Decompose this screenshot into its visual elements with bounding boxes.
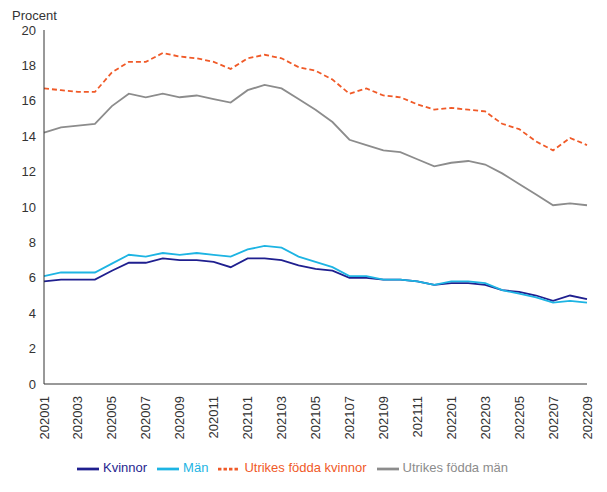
svg-text:202101: 202101 [240, 396, 255, 439]
svg-text:20: 20 [22, 23, 36, 38]
html-text:Män: Män [183, 460, 209, 476]
svg-text:202009: 202009 [172, 396, 187, 439]
svg-text:202011: 202011 [206, 396, 221, 438]
html-text:Utrikes födda män: Utrikes födda män [402, 460, 508, 476]
svg-text:202111: 202111 [410, 396, 425, 437]
svg-text:202201: 202201 [444, 396, 459, 439]
svg-text:202109: 202109 [376, 396, 391, 439]
svg-text:202207: 202207 [546, 396, 561, 439]
html-text:Utrikes födda kvinnor: Utrikes födda kvinnor [244, 460, 367, 476]
svg-text:0: 0 [29, 377, 36, 392]
svg-text:202001: 202001 [37, 396, 52, 439]
html-text:Kvinnor: Kvinnor [103, 460, 148, 476]
svg-text:18: 18 [22, 58, 36, 73]
svg-text:8: 8 [29, 235, 36, 250]
svg-text:202209: 202209 [580, 396, 595, 439]
svg-text:10: 10 [22, 200, 36, 215]
svg-text:16: 16 [22, 93, 36, 108]
svg-text:202107: 202107 [342, 396, 357, 439]
svg-text:202205: 202205 [512, 396, 527, 439]
svg-text:202003: 202003 [70, 396, 85, 439]
svg-text:202007: 202007 [138, 396, 153, 439]
svg-text:4: 4 [29, 306, 36, 321]
svg-text:14: 14 [22, 129, 36, 144]
svg-text:6: 6 [29, 270, 36, 285]
svg-text:12: 12 [22, 164, 36, 179]
svg-text:202005: 202005 [104, 396, 119, 439]
svg-text:202105: 202105 [308, 396, 323, 439]
svg-text:2: 2 [29, 341, 36, 356]
svg-text:202203: 202203 [478, 396, 493, 439]
html-text:Procent: Procent [12, 8, 57, 23]
svg-text:202103: 202103 [274, 396, 289, 439]
